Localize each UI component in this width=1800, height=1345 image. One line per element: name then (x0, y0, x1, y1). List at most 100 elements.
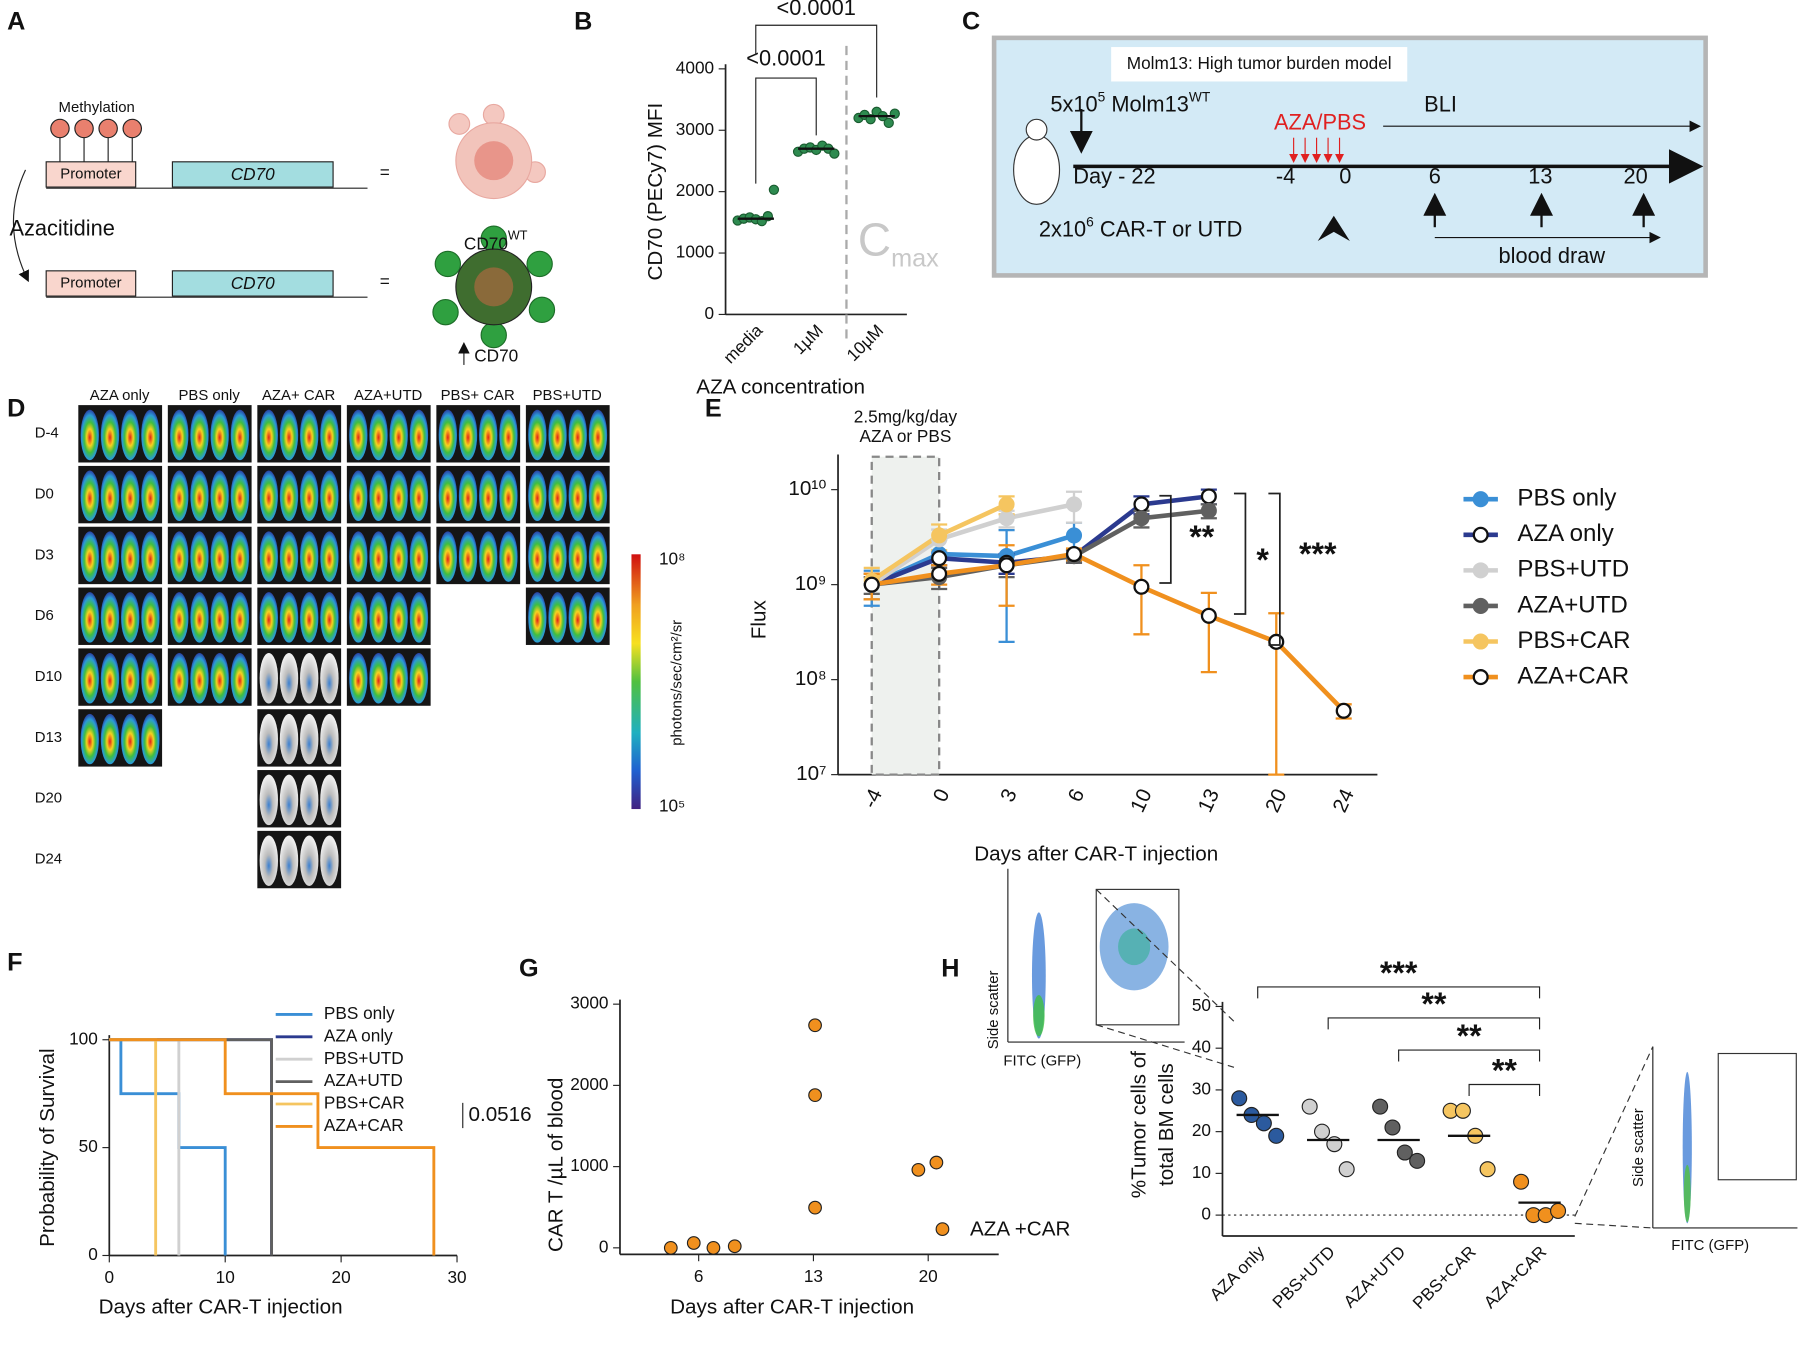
data-point (998, 496, 1015, 513)
mouse-signal (170, 409, 189, 461)
bli-image (78, 465, 163, 524)
mouse-signal (458, 531, 478, 582)
x-tick-label: -4 (858, 785, 887, 811)
data-point (1065, 527, 1083, 544)
mouse-signal (190, 592, 209, 643)
label: CD70 (474, 345, 518, 365)
mouse-signal (320, 835, 339, 886)
inset-axis-label: FITC (GFP) (1671, 1238, 1749, 1254)
connector (1096, 1024, 1235, 1068)
mouse-signal (320, 713, 339, 765)
y-axis-label: total BM cells (1155, 1063, 1178, 1186)
significance-bracket (1468, 1083, 1541, 1096)
comparison-label: <0.0001 (746, 45, 825, 70)
nucleus (474, 267, 514, 307)
mouse-signal (279, 774, 299, 826)
y-tick-label: 0 (1201, 1204, 1211, 1224)
label: 5x10 (1050, 91, 1097, 116)
column-header: PBS+UTD (533, 388, 602, 404)
bli-image (167, 648, 252, 706)
mouse-signal (548, 531, 567, 582)
panel-label: G (519, 954, 539, 982)
label: 2x106 CAR-T or UTD (1039, 214, 1242, 241)
panel-label: B (574, 8, 592, 36)
label: Day - 22 (1073, 164, 1155, 189)
panel-label: H (941, 954, 959, 982)
mouse-signal (141, 592, 160, 643)
inset-axis-label: Side scatter (1631, 1108, 1647, 1187)
mouse-signal (320, 592, 339, 643)
bli-image (78, 587, 163, 645)
column-header: AZA+UTD (354, 388, 423, 404)
row-label: D24 (35, 851, 62, 867)
bli-image (167, 587, 252, 645)
mouse-signal (279, 531, 299, 582)
y-tick-label: 10¹⁰ (788, 477, 826, 500)
mouse-signal (479, 470, 498, 522)
panel-label: D (7, 394, 25, 422)
mouse-icon (1013, 134, 1061, 205)
y-tick-label: 1000 (570, 1155, 608, 1175)
mouse-signal (279, 409, 299, 461)
x-tick-label: 10 (216, 1267, 235, 1287)
label: 0 (1339, 164, 1351, 189)
data-point (1200, 488, 1217, 505)
x-tick-label: 0 (105, 1267, 115, 1287)
mouse-signal (320, 409, 339, 461)
bli-image (78, 709, 163, 767)
label: Molm13 (1105, 91, 1189, 116)
mouse-signal (300, 531, 319, 582)
mouse-signal (141, 531, 160, 582)
bli-image (257, 648, 342, 706)
data-point (911, 1162, 926, 1177)
x-tick-label: AZA only (1206, 1241, 1269, 1304)
significance-label: * (1256, 542, 1269, 578)
series-line (871, 551, 1346, 713)
y-tick-label: 50 (1192, 995, 1211, 1015)
mouse-signal (100, 713, 120, 765)
row-label: D10 (35, 669, 62, 685)
x-tick-label: 3 (996, 785, 1022, 805)
promoter-box (45, 270, 137, 297)
y-axis-label: %Tumor cells of (1127, 1051, 1150, 1198)
legend-label: AZA+UTD (1517, 591, 1627, 618)
y-tick-label: 2000 (570, 1074, 608, 1094)
mouse-signal (300, 774, 319, 826)
mouse-signal (369, 592, 388, 643)
bli-image (78, 526, 163, 585)
label: CD70WT (464, 229, 528, 253)
mouse-signal (369, 470, 388, 522)
survival-curve (109, 1038, 436, 1256)
mouse-signal (210, 470, 229, 522)
mouse-signal (259, 652, 278, 704)
legend-label: PBS+CAR (1517, 627, 1630, 654)
mouse-signal (499, 470, 518, 522)
significance-bracket (1159, 494, 1172, 584)
row-label: D20 (35, 791, 62, 807)
data-point (829, 148, 840, 159)
mouse-signal (389, 592, 408, 643)
y-tick-label: 50 (79, 1136, 98, 1156)
mouse-signal (80, 592, 99, 643)
mouse-signal (438, 470, 458, 522)
mouse-signal (349, 592, 368, 643)
label: 13 (1528, 164, 1552, 189)
legend-label: PBS only (324, 1003, 395, 1023)
column-header: PBS+ CAR (441, 388, 515, 404)
significance-label: ** (1421, 986, 1447, 1022)
mouse-signal (438, 409, 458, 461)
mouse-signal (259, 409, 278, 461)
mouse-signal (369, 531, 388, 582)
label: Promoter (60, 275, 121, 291)
treatment-arrow (12, 169, 29, 283)
data-point (663, 1240, 678, 1255)
mouse-signal (279, 713, 299, 765)
data-point (1231, 1090, 1248, 1107)
mouse-signal (528, 409, 547, 461)
y-axis-label: Flux (747, 600, 770, 640)
mouse-signal (369, 409, 388, 461)
legend-marker (1472, 491, 1489, 508)
methyl-group (50, 118, 70, 139)
gene-box (171, 270, 334, 297)
p-value: 0.0516 (468, 1103, 531, 1126)
